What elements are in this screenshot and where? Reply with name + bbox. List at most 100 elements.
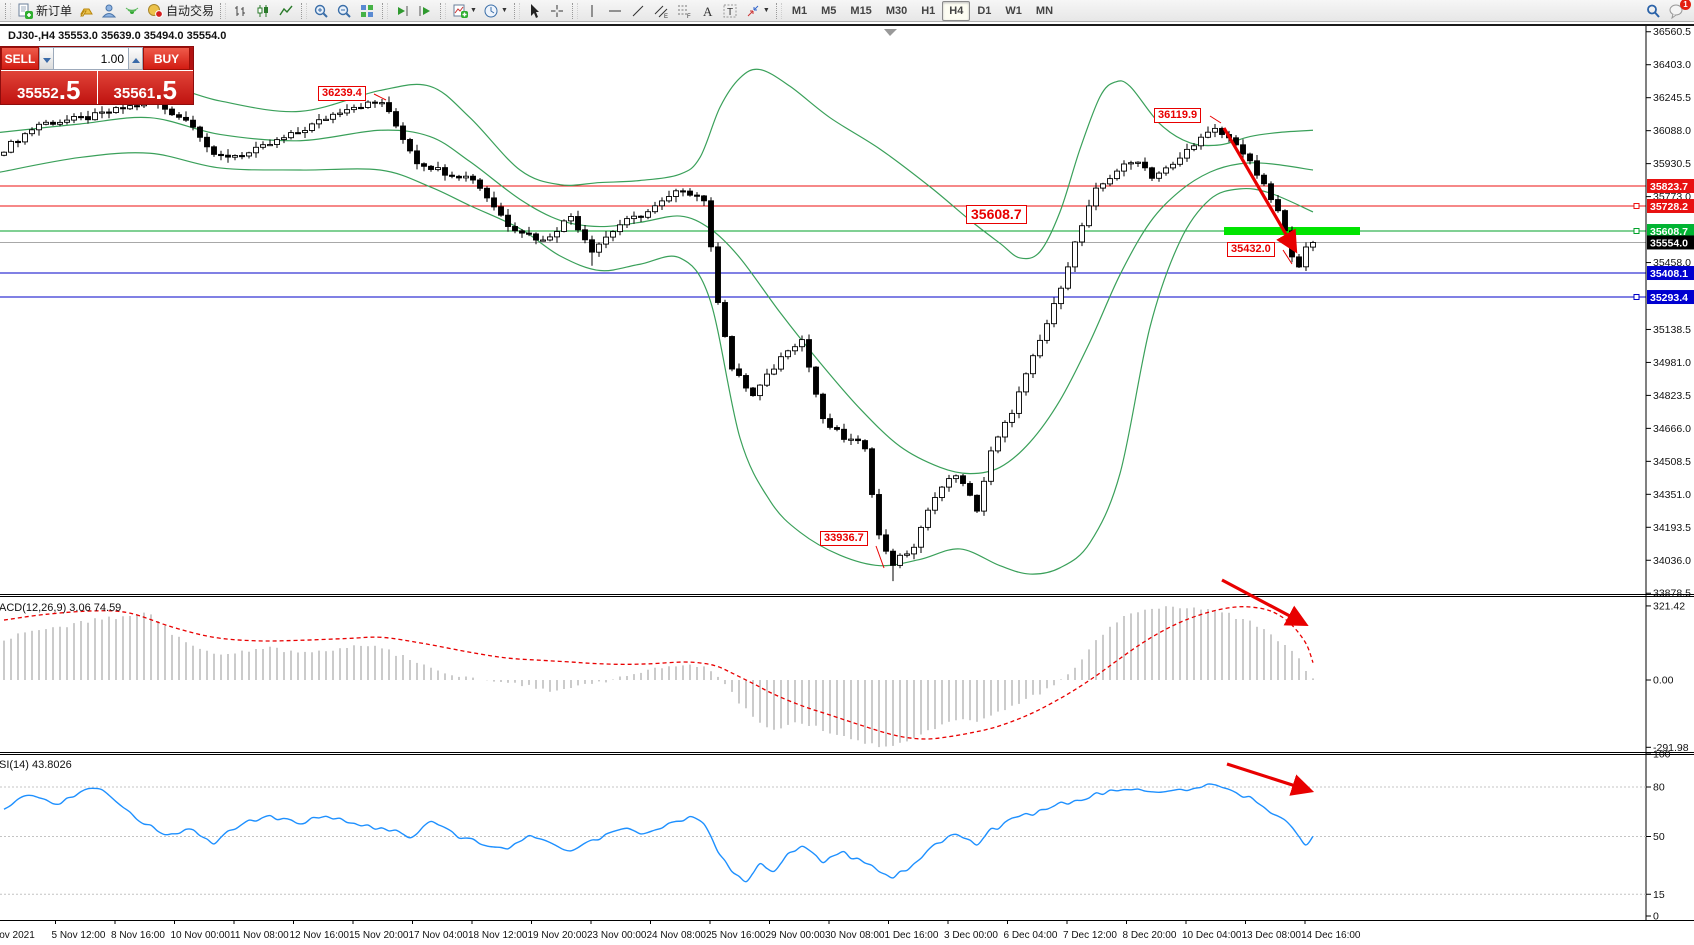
periods-button[interactable]: ▼ [480, 1, 511, 21]
timeframe-h4[interactable]: H4 [942, 0, 971, 21]
equidistant-channel-button[interactable]: E [650, 1, 673, 21]
auto-scroll-button[interactable] [391, 1, 414, 21]
line-handle[interactable] [1633, 294, 1640, 300]
bar-chart-icon [232, 3, 249, 19]
toolbar-grip[interactable] [571, 2, 578, 19]
price-annotation[interactable]: 35432.0 [1227, 242, 1275, 257]
time-tick-label: 23 Nov 00:00 [587, 930, 647, 941]
time-tick-label: 18 Nov 12:00 [468, 930, 528, 941]
scroll-marker-icon[interactable] [884, 29, 897, 36]
annotation-pointer-line[interactable] [875, 545, 885, 569]
toolbar-grip[interactable] [220, 2, 227, 19]
new-order-button[interactable]: 新订单 [14, 1, 75, 21]
gold-chart-button[interactable] [75, 1, 98, 21]
zoom-out-button[interactable] [333, 1, 356, 21]
toolbar-grip[interactable] [440, 2, 447, 19]
timeframe-d1[interactable]: D1 [970, 1, 998, 21]
price-badge-label: 35408.1 [1650, 268, 1688, 280]
time-tick-label: 17 Nov 04:00 [409, 930, 469, 941]
price-annotation[interactable]: 36239.4 [318, 86, 366, 101]
pane-separator[interactable] [0, 752, 1694, 753]
timeframe-h1[interactable]: H1 [914, 1, 942, 21]
toolbar-grip[interactable] [513, 2, 520, 19]
pane-separator[interactable] [0, 754, 1694, 755]
indicators-button[interactable]: ▼ [449, 1, 480, 21]
bar-chart-button[interactable] [229, 1, 252, 21]
price-annotation[interactable]: 35608.7 [966, 205, 1027, 224]
price-tick-label: 33878.5 [1653, 588, 1691, 600]
community-button[interactable] [98, 1, 121, 21]
price-badge-label: 35554.0 [1650, 237, 1688, 249]
text-label-button[interactable]: T [719, 1, 742, 21]
cursor-icon [526, 3, 543, 19]
tile-windows-button[interactable] [356, 1, 379, 21]
toolbar-grip[interactable] [5, 2, 11, 19]
volume-increase-button[interactable] [128, 47, 143, 70]
notification-badge: 1 [1680, 0, 1691, 10]
line-handle[interactable] [1633, 228, 1640, 234]
timeframe-mn[interactable]: MN [1029, 1, 1060, 21]
bollinger-band-middle [0, 116, 1314, 475]
timeframe-w1[interactable]: W1 [998, 1, 1029, 21]
trend-arrow[interactable] [1226, 762, 1315, 796]
time-tick-label: 1 Dec 16:00 [885, 930, 939, 941]
trendline-icon [630, 3, 647, 19]
candlestick-chart-button[interactable] [252, 1, 275, 21]
dropdown-arrow-icon: ▼ [500, 7, 508, 14]
time-tick-label: Nov 2021 [0, 930, 35, 941]
time-tick-label: 6 Dec 04:00 [1004, 930, 1058, 941]
time-tick-label: 14 Dec 16:00 [1301, 930, 1361, 941]
price-annotation[interactable]: 33936.7 [820, 531, 868, 546]
volume-input[interactable] [54, 47, 128, 70]
annotation-pointer-line[interactable] [1209, 115, 1222, 124]
arrows-icon [745, 3, 762, 19]
zoom-in-button[interactable] [310, 1, 333, 21]
search-button[interactable] [1642, 1, 1665, 21]
chart-shift-icon [417, 3, 434, 19]
pane-separator[interactable] [0, 596, 1694, 597]
arrows-button[interactable]: ▼ [742, 1, 773, 21]
line-chart-button[interactable] [275, 1, 298, 21]
vertical-line-button[interactable] [581, 1, 604, 21]
price-tick-label: 36560.5 [1653, 26, 1691, 38]
svg-text:F: F [687, 14, 691, 19]
price-annotation[interactable]: 36119.9 [1154, 108, 1202, 123]
crosshair-button[interactable] [546, 1, 569, 21]
cursor-button[interactable] [523, 1, 546, 21]
sell-button[interactable]: SELL [1, 47, 39, 70]
text-button[interactable]: A [696, 1, 719, 21]
chat-button[interactable]: 1 [1665, 0, 1691, 21]
toolbar-grip[interactable] [301, 2, 308, 19]
sell-price[interactable]: 35552.5 [1, 71, 97, 104]
signal-button[interactable] [121, 1, 144, 21]
price-badge [1647, 266, 1694, 281]
toolbar-grip[interactable] [775, 2, 782, 19]
pane-separator[interactable] [0, 594, 1694, 595]
horizontal-line-button[interactable] [604, 1, 627, 21]
price-tick-label: 34351.0 [1653, 489, 1691, 501]
line-handle[interactable] [1633, 203, 1640, 209]
timeframe-m15[interactable]: M15 [843, 1, 878, 21]
trend-arrow[interactable] [1222, 127, 1298, 254]
rsi-tick-label: 100 [1653, 749, 1671, 761]
toolbar: 新订单 自动交易 ▼ ▼ E F A T ▼ M1 M5 M15 M30 H1 H4 D1 W1 MN 1 [0, 0, 1694, 22]
fibonacci-button[interactable]: F [673, 1, 696, 21]
text-label-icon: T [722, 3, 739, 19]
trendline-button[interactable] [627, 1, 650, 21]
volume-decrease-button[interactable] [39, 47, 54, 70]
trend-arrow[interactable] [1221, 578, 1309, 627]
annotation-pointer-line[interactable] [373, 93, 387, 101]
buy-price[interactable]: 35561.5 [97, 71, 193, 104]
text-icon: A [699, 3, 716, 19]
timeframe-m30[interactable]: M30 [879, 1, 914, 21]
buy-button[interactable]: BUY [143, 47, 190, 70]
chat-icon [1668, 3, 1685, 19]
chart-shift-button[interactable] [414, 1, 437, 21]
toolbar-grip[interactable] [382, 2, 389, 19]
autotrade-icon [147, 3, 164, 19]
chart-window: 36560.5 36403.0 36245.5 36088.0 35930.5 35773… [0, 24, 1694, 945]
autotrade-button[interactable]: 自动交易 [144, 1, 217, 21]
timeframe-m1[interactable]: M1 [785, 1, 814, 21]
bollinger-band-lower [0, 152, 1314, 575]
timeframe-m5[interactable]: M5 [814, 1, 843, 21]
